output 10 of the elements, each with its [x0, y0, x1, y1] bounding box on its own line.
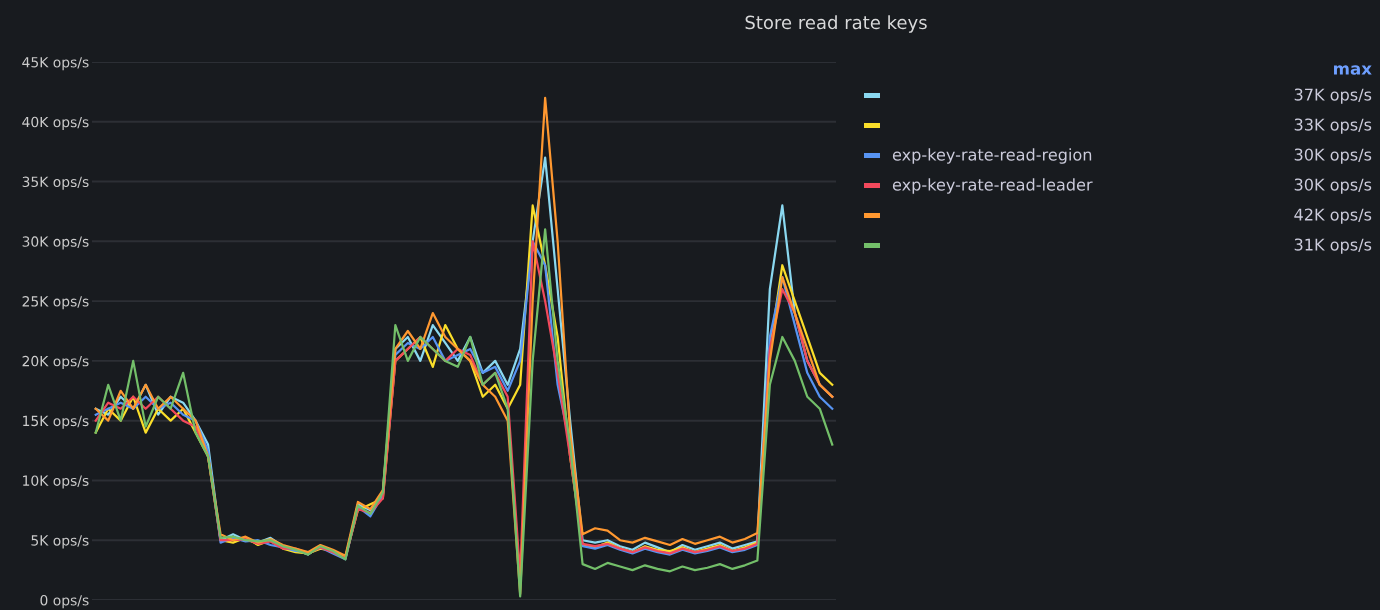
text: 33K ops/s	[1294, 118, 1372, 134]
legend-label: exp-key-rate-read-region	[892, 148, 1092, 164]
text: 30K ops/s	[1294, 148, 1372, 164]
text: 30K ops/s	[1294, 178, 1372, 194]
text: 42K ops/s	[1294, 208, 1372, 224]
text: 37K ops/s	[1294, 88, 1372, 104]
chart-title: Store read rate keys	[745, 15, 927, 33]
text: 31K ops/s	[1294, 238, 1372, 254]
legend-label: exp-key-rate-read-leader	[892, 178, 1093, 194]
legend-title: max	[1334, 65, 1372, 75]
